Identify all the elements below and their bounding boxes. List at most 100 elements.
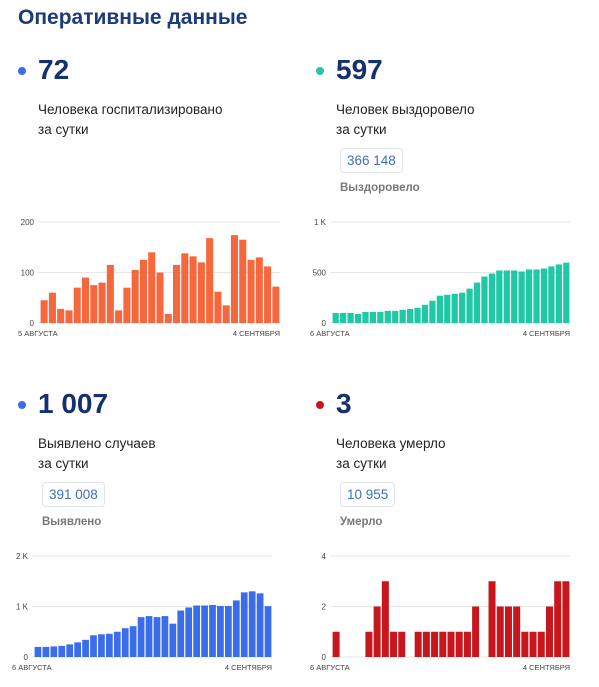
recovered-count: 597 bbox=[336, 54, 383, 85]
bar bbox=[164, 313, 172, 323]
bar bbox=[429, 300, 436, 323]
bar bbox=[398, 631, 406, 657]
bar bbox=[66, 644, 74, 657]
y-tick-label: 0 bbox=[322, 653, 327, 662]
bar bbox=[562, 581, 570, 657]
bar bbox=[518, 271, 525, 323]
bar bbox=[148, 252, 156, 323]
bar bbox=[264, 266, 272, 323]
bar bbox=[169, 623, 177, 657]
x-end-label: 4 СЕНТЯБРЯ bbox=[523, 663, 570, 672]
recovered-total-badge: 366 148 bbox=[340, 148, 403, 173]
y-tick-label: 200 bbox=[21, 218, 35, 227]
bar bbox=[555, 264, 562, 323]
bar bbox=[197, 262, 205, 323]
bar bbox=[73, 287, 81, 323]
bar bbox=[42, 646, 50, 657]
y-tick-label: 0 bbox=[322, 319, 327, 328]
hospitalized-desc: Человека госпитализировано за сутки bbox=[38, 100, 278, 140]
bar bbox=[131, 269, 139, 323]
bar bbox=[347, 312, 354, 323]
bar bbox=[106, 633, 113, 657]
bar bbox=[129, 626, 137, 657]
bar bbox=[181, 253, 189, 323]
hospitalized-panel: 72 Человека госпитализировано за сутки 0… bbox=[18, 0, 303, 338]
x-start-label: 6 АВГУСТА bbox=[310, 329, 350, 338]
bar bbox=[177, 610, 185, 657]
bar bbox=[496, 606, 504, 657]
y-tick-label: 500 bbox=[313, 269, 327, 278]
bar bbox=[214, 291, 222, 323]
bar bbox=[121, 628, 129, 657]
bar bbox=[504, 606, 512, 657]
bar bbox=[189, 256, 197, 323]
deaths-desc: Человека умерло за сутки bbox=[336, 434, 576, 474]
bar bbox=[90, 285, 98, 323]
bar bbox=[332, 312, 339, 323]
cases-total-label: Выявлено bbox=[42, 516, 102, 528]
x-end-label: 4 СЕНТЯБРЯ bbox=[233, 329, 280, 338]
y-tick-label: 2 K bbox=[16, 552, 29, 561]
bar bbox=[232, 600, 240, 657]
bar bbox=[90, 635, 97, 657]
bar bbox=[399, 309, 406, 323]
bar bbox=[447, 631, 455, 657]
bar bbox=[248, 591, 256, 657]
bar bbox=[161, 616, 169, 657]
bar bbox=[521, 631, 529, 657]
bar bbox=[222, 305, 230, 323]
page-title: Оперативные данные bbox=[18, 6, 248, 29]
deaths-count: 3 bbox=[336, 388, 352, 419]
bar bbox=[422, 631, 430, 657]
deaths-chart: 0 2 4 6 АВГУСТА 4 СЕНТЯБРЯ bbox=[310, 552, 570, 672]
bar bbox=[58, 645, 66, 657]
bar bbox=[439, 631, 447, 657]
x-end-label: 4 СЕНТЯБРЯ bbox=[523, 329, 570, 338]
y-tick-label: 100 bbox=[21, 269, 35, 278]
bar bbox=[513, 606, 521, 657]
bar bbox=[369, 311, 377, 323]
bar bbox=[545, 606, 553, 657]
bar bbox=[340, 312, 347, 323]
bar bbox=[137, 617, 145, 657]
recovered-panel: 597 Человек выздоровело за сутки 366 148… bbox=[310, 0, 599, 338]
bar bbox=[488, 273, 496, 323]
bar bbox=[540, 268, 548, 323]
bar bbox=[247, 259, 255, 323]
bar bbox=[392, 310, 399, 323]
bar bbox=[354, 313, 362, 323]
recovered-chart: 0 500 1 K 6 АВГУСТА 4 СЕНТЯБРЯ bbox=[310, 218, 570, 338]
bar bbox=[193, 605, 200, 657]
hospitalized-dot bbox=[18, 67, 26, 75]
cases-dot bbox=[18, 401, 26, 409]
bar bbox=[466, 288, 473, 323]
y-tick-label: 0 bbox=[30, 319, 35, 328]
bar bbox=[472, 606, 480, 657]
bar bbox=[40, 300, 48, 323]
bar bbox=[264, 606, 272, 657]
cases-desc-line1: Выявлено случаев bbox=[38, 436, 156, 451]
y-tick-label: 4 bbox=[322, 552, 327, 561]
bar bbox=[153, 617, 161, 657]
bar bbox=[377, 311, 384, 323]
deaths-desc-line2: за сутки bbox=[336, 456, 387, 471]
bar bbox=[230, 235, 239, 323]
x-start-label: 6 АВГУСТА bbox=[12, 663, 52, 672]
recovered-desc-line1: Человек выздоровело bbox=[336, 102, 475, 117]
bar bbox=[554, 581, 562, 657]
bar bbox=[34, 646, 42, 657]
bar bbox=[113, 631, 121, 657]
bar bbox=[82, 639, 89, 657]
bar bbox=[525, 269, 533, 323]
bar bbox=[139, 259, 147, 323]
bar bbox=[115, 310, 123, 323]
bar bbox=[496, 270, 503, 323]
bar bbox=[106, 264, 114, 323]
bar bbox=[98, 634, 105, 657]
bar bbox=[414, 307, 421, 323]
bar bbox=[444, 294, 451, 323]
bar bbox=[365, 631, 373, 657]
bar bbox=[414, 631, 422, 657]
bar bbox=[436, 295, 443, 323]
bar bbox=[362, 311, 369, 323]
